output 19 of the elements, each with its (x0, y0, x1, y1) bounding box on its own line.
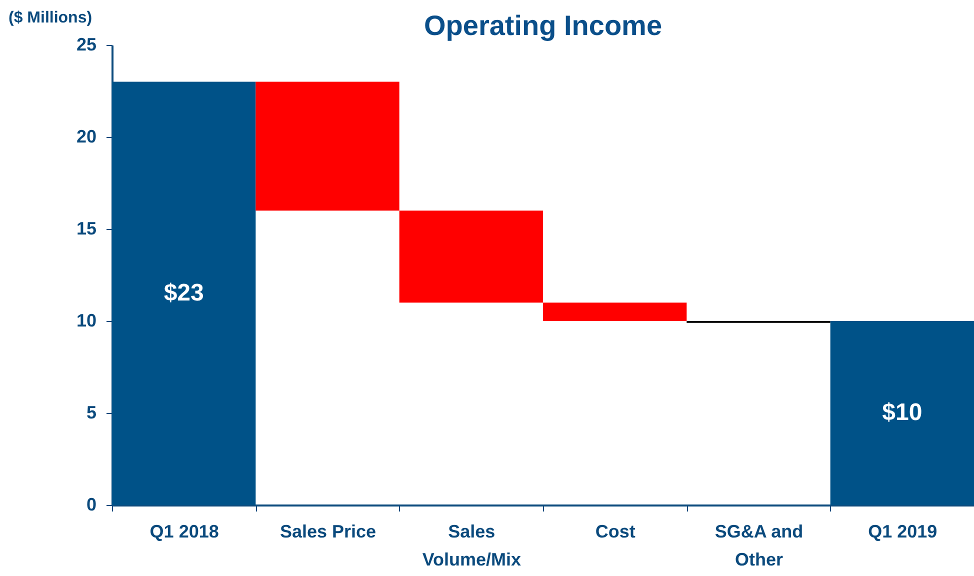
y-tick-label: 10 (76, 310, 96, 330)
data-label: $23 (164, 279, 204, 306)
y-tick-label: 25 (76, 34, 96, 54)
y-tick-label: 5 (86, 402, 96, 422)
data-label: $10 (882, 399, 922, 426)
x-tick-label: Cost (595, 522, 636, 542)
x-tick-label: Q1 2019 (868, 522, 938, 542)
y-axis-title: ($ Millions) (8, 10, 92, 26)
bar (399, 210, 543, 303)
y-tick-label: 0 (86, 494, 96, 514)
x-tick-label: Sales Price (280, 522, 376, 542)
y-tick-label: 15 (76, 218, 96, 238)
y-tick-label: 20 (76, 126, 96, 146)
x-tick-label: SG&A and Other (714, 522, 804, 570)
bar (256, 82, 400, 211)
x-tick-label: Q1 2018 (150, 522, 219, 542)
x-tick-label: Sales Volume/Mix (422, 522, 522, 570)
chart-title: Operating Income (424, 10, 662, 41)
bar (543, 302, 687, 321)
